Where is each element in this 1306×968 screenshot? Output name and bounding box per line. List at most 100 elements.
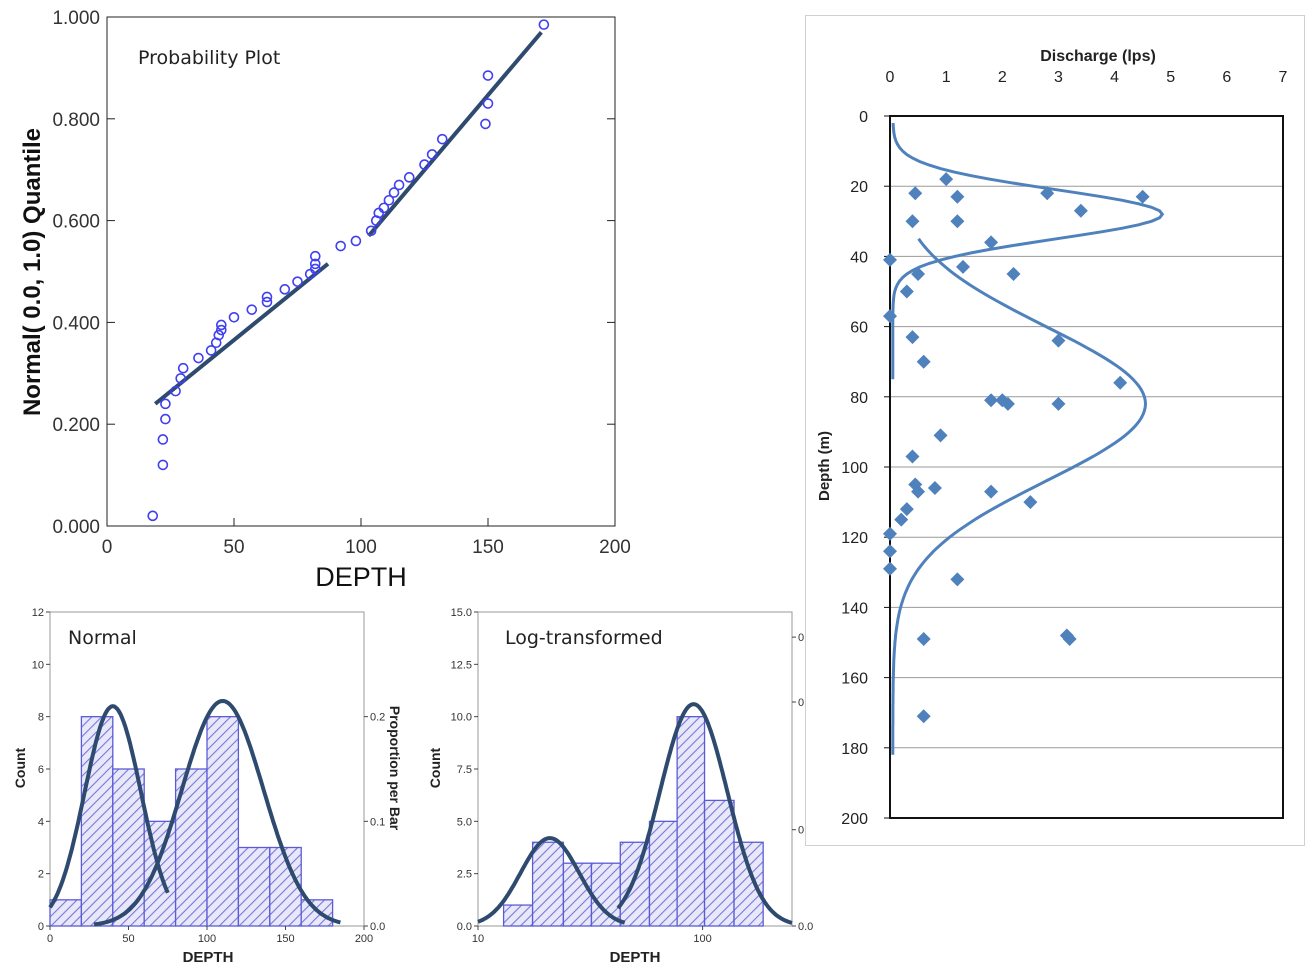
histogram-bar xyxy=(703,799,735,927)
histogram-bar xyxy=(590,862,621,927)
data-point xyxy=(1062,631,1077,646)
x-tick-label: 150 xyxy=(472,537,504,558)
x-tick-label: 0 xyxy=(102,537,113,558)
y-tick-label: 0.0 xyxy=(457,921,472,933)
x-tick-label: 100 xyxy=(198,933,216,945)
data-point xyxy=(261,296,273,308)
y-tick-label: 10.0 xyxy=(451,712,472,724)
data-point xyxy=(916,354,931,369)
y-tick-label: 0.400 xyxy=(52,313,100,334)
chart-border xyxy=(805,15,1305,846)
data-point xyxy=(1051,333,1066,348)
y-tick-label: 200 xyxy=(841,811,868,828)
data-point xyxy=(883,309,897,324)
data-point xyxy=(228,312,240,323)
x-tick-label: 7 xyxy=(1279,69,1288,86)
data-point xyxy=(403,172,415,183)
histogram-bar xyxy=(237,846,271,927)
data-point xyxy=(1051,396,1066,411)
data-point xyxy=(984,393,999,408)
data-point xyxy=(911,484,926,499)
data-point xyxy=(292,276,303,287)
data-point xyxy=(216,319,227,331)
data-point xyxy=(883,526,897,541)
y2-tick-label: 0 xyxy=(798,632,804,644)
fit-curve xyxy=(891,237,1148,755)
y2-tick-label: 0.0 xyxy=(798,921,813,933)
data-point xyxy=(261,291,273,303)
data-point xyxy=(883,544,897,559)
y-axis-label: Depth (m) xyxy=(816,431,833,501)
y-tick-label: 12.5 xyxy=(451,659,472,671)
fit-line xyxy=(367,30,543,238)
log-histogram-chart: 10 100 0.0 2.5 5.0 7.5 10.0 12.5 15.0 0.0 0 0 0 Log-… xyxy=(427,607,813,966)
y-tick-label: 5.0 xyxy=(457,816,472,828)
y-tick-label: 0 xyxy=(38,921,44,933)
y-tick-label: 6 xyxy=(38,764,44,776)
data-point xyxy=(939,172,954,187)
histogram-bar xyxy=(300,899,334,927)
probability-plot-chart: 0 50 100 150 200 0.000 0.200 0.400 0.600 0.800 1.0… xyxy=(19,8,631,592)
histogram-bar xyxy=(648,820,678,927)
x-axis-label: DEPTH xyxy=(610,949,661,966)
y-tick-label: 1.000 xyxy=(52,8,100,29)
data-point xyxy=(426,149,438,160)
data-point xyxy=(378,202,390,214)
y2-tick-label: 0 xyxy=(798,697,804,709)
chart-title: Log-transformed xyxy=(505,627,663,649)
data-point xyxy=(480,118,491,130)
x-tick-label: 100 xyxy=(345,537,377,558)
x-tick-label: 10 xyxy=(472,933,484,945)
y-tick-label: 8 xyxy=(38,712,44,724)
data-point xyxy=(894,512,909,527)
histogram-bar xyxy=(733,841,764,927)
histogram-bar xyxy=(49,899,83,927)
y2-tick-label: 0.0 xyxy=(370,921,385,933)
y-tick-label: 120 xyxy=(841,530,868,547)
fit-curve xyxy=(891,122,1165,380)
y-tick-label: 0.600 xyxy=(52,212,100,233)
data-point xyxy=(193,352,204,364)
density-curve xyxy=(93,698,341,927)
data-point xyxy=(905,214,920,229)
data-point xyxy=(170,385,181,397)
discharge-depth-chart: 0 1 2 3 4 5 6 7 0 20 40 60 80 100 120 140 160 180 200 Disc… xyxy=(805,15,1305,846)
data-point xyxy=(1040,186,1055,201)
y-tick-label: 80 xyxy=(850,390,868,407)
x-tick-label: 1 xyxy=(942,69,951,86)
y-tick-label: 100 xyxy=(841,460,868,477)
data-point xyxy=(216,324,227,336)
y-tick-label: 40 xyxy=(850,249,868,266)
histogram-bar xyxy=(80,716,114,927)
y-tick-label: 12 xyxy=(32,607,44,619)
y-tick-label: 60 xyxy=(850,320,868,337)
x-tick-label: 150 xyxy=(276,933,294,945)
data-point xyxy=(883,252,897,267)
y-tick-label: 160 xyxy=(841,671,868,688)
data-point xyxy=(1023,495,1038,510)
x-tick-label: 0 xyxy=(47,933,53,945)
data-point xyxy=(350,235,362,247)
x-tick-label: 5 xyxy=(1166,69,1175,86)
y-tick-label: 0.800 xyxy=(52,110,100,131)
data-point xyxy=(933,428,948,443)
data-point xyxy=(950,189,965,204)
y-tick-label: 0.200 xyxy=(52,415,100,436)
x-axis-label: Discharge (lps) xyxy=(1040,48,1156,65)
histogram-bar xyxy=(619,841,651,927)
data-point xyxy=(393,179,405,191)
y2-tick-label: 0.2 xyxy=(370,712,385,724)
data-point xyxy=(160,398,171,410)
data-point xyxy=(205,345,217,356)
data-point xyxy=(482,98,494,109)
x-tick-label: 200 xyxy=(599,537,631,558)
y-axis-label: Count xyxy=(427,747,443,788)
x-tick-label: 6 xyxy=(1222,69,1231,86)
data-point xyxy=(905,449,920,464)
data-point xyxy=(482,70,494,81)
y-tick-label: 0 xyxy=(859,109,868,126)
density-curve xyxy=(616,702,793,925)
data-point xyxy=(436,133,448,145)
histogram-bar xyxy=(206,716,240,927)
data-point xyxy=(157,434,169,445)
